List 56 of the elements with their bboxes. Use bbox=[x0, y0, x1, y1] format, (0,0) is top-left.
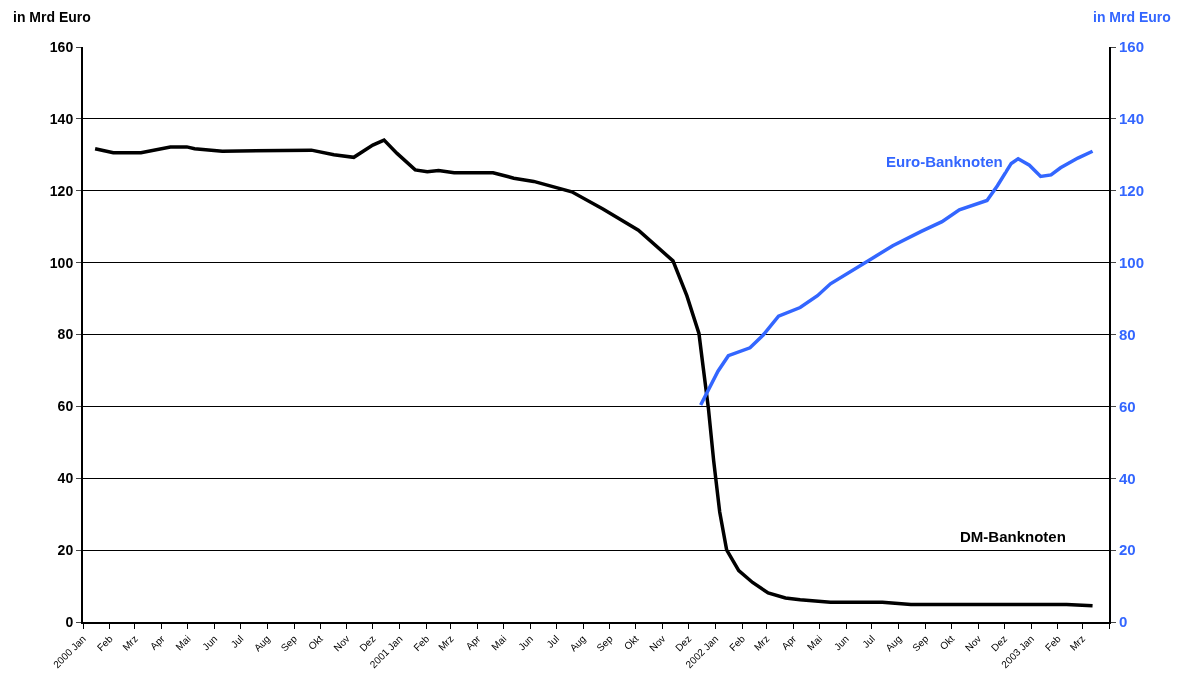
y2-tick-label: 100 bbox=[1119, 253, 1145, 271]
x-tick-label: Jun bbox=[831, 633, 851, 653]
y-tick-label: 140 bbox=[49, 110, 74, 127]
x-tick-label: Jul bbox=[860, 633, 877, 650]
y-tick-label: 100 bbox=[49, 254, 74, 271]
x-tick-label: Nov bbox=[331, 633, 352, 654]
x-tick-label: Sep bbox=[910, 632, 931, 654]
y2-tick-label: 120 bbox=[1119, 182, 1145, 199]
y2-tick-label: 80 bbox=[1119, 325, 1136, 343]
x-tick-label: Mrz bbox=[436, 633, 456, 653]
x-tick-label: Okt bbox=[621, 633, 641, 652]
x-tick-label: Sep bbox=[594, 632, 616, 654]
x-tick-label: Jul bbox=[228, 633, 246, 650]
y-tick-label: 40 bbox=[57, 470, 74, 487]
x-tick-label: Feb bbox=[411, 632, 432, 654]
x-tick-label: Aug bbox=[567, 633, 588, 654]
y-tick-label: 160 bbox=[49, 38, 74, 55]
x-tick-label: Feb bbox=[94, 632, 116, 654]
x-tick-label: Nov bbox=[962, 633, 984, 654]
y-axis-title: in Mrd Euro bbox=[13, 9, 91, 25]
y2-axis-title: in Mrd Euro bbox=[1093, 9, 1171, 25]
y-tick-label: 80 bbox=[57, 326, 74, 343]
y-tick-label: 60 bbox=[57, 398, 74, 415]
y2-tick-label: 40 bbox=[1119, 469, 1136, 487]
x-tick-label: Feb bbox=[727, 632, 748, 654]
x-tick-label: Mai bbox=[804, 633, 825, 653]
x-tick-label: Jun bbox=[200, 633, 220, 653]
x-tick-label: Dez bbox=[673, 633, 694, 654]
x-tick-label: Aug bbox=[883, 633, 904, 654]
y2-tick-label: 20 bbox=[1119, 541, 1136, 559]
x-tick-label: Mai bbox=[173, 633, 193, 653]
text: DM-Banknoten bbox=[960, 528, 1066, 545]
y2-tick-label: 140 bbox=[1119, 110, 1145, 128]
x-tick-label: Mrz bbox=[1067, 633, 1088, 653]
y2-tick-label: 160 bbox=[1119, 38, 1145, 56]
x-tick-label: Jun bbox=[516, 633, 536, 653]
x-tick-label: Feb bbox=[1042, 632, 1064, 654]
x-tick-label: Mrz bbox=[751, 633, 772, 653]
x-tick-label: Apr bbox=[463, 632, 483, 652]
y2-tick-label: 0 bbox=[1119, 613, 1128, 631]
x-tick-label: Apr bbox=[779, 632, 799, 652]
y2-tick-label: 60 bbox=[1119, 397, 1136, 415]
x-tick-label: Sep bbox=[278, 632, 300, 654]
x-tick-label: Mai bbox=[489, 633, 509, 653]
x-tick-label: Aug bbox=[251, 633, 273, 654]
x-tick-label: Okt bbox=[306, 633, 326, 652]
x-tick-label: Apr bbox=[147, 632, 168, 652]
x-tick-label: Nov bbox=[647, 633, 668, 654]
y-tick-label: 0 bbox=[65, 613, 74, 630]
y-tick-label: 120 bbox=[49, 182, 74, 199]
y-tick-label: 20 bbox=[57, 542, 74, 559]
series-label: Euro-Banknoten bbox=[886, 153, 1003, 170]
x-tick-label: Okt bbox=[937, 633, 957, 652]
line-series bbox=[698, 149, 1095, 407]
x-tick-label: Jul bbox=[544, 633, 562, 650]
x-tick-label: Mrz bbox=[120, 633, 140, 653]
